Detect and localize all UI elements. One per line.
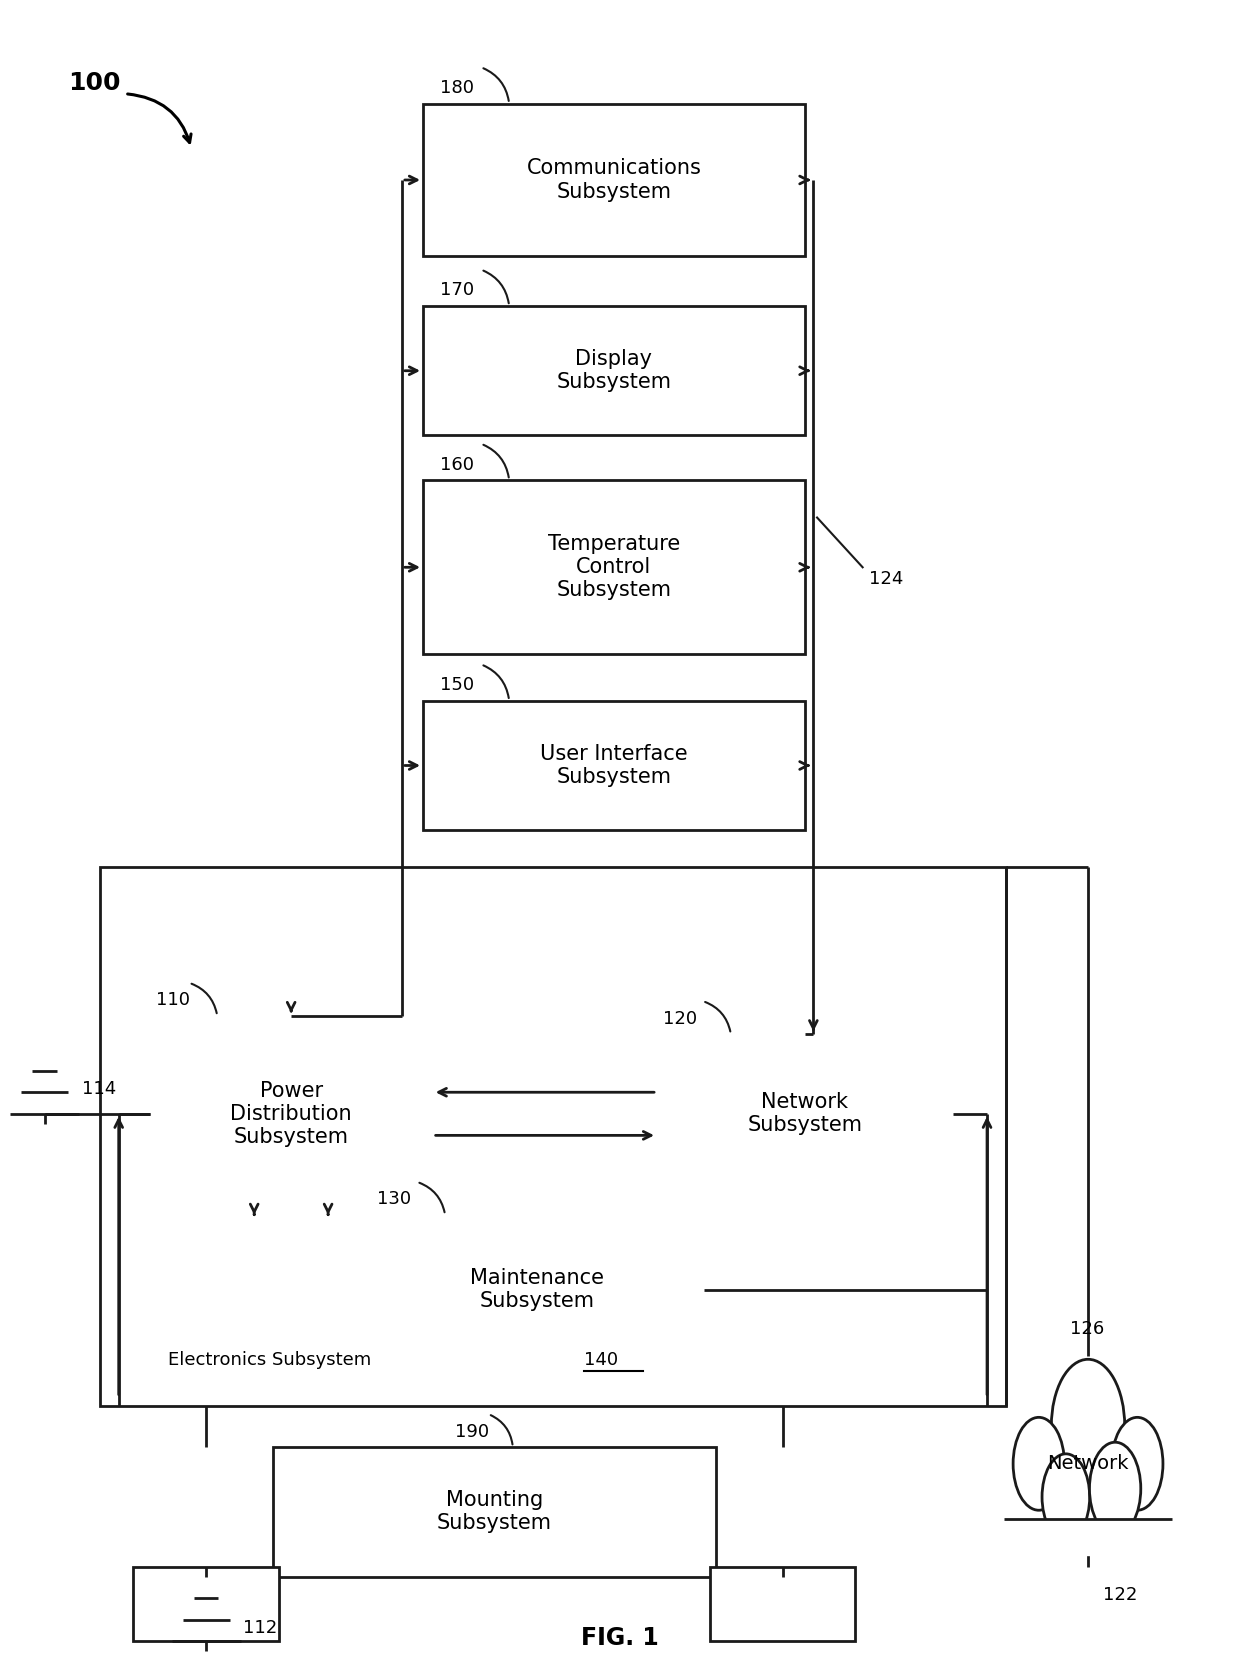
Text: 180: 180 [440, 78, 474, 97]
Ellipse shape [1090, 1442, 1141, 1535]
Text: 124: 124 [869, 570, 903, 588]
Bar [423, 307, 805, 435]
Ellipse shape [1052, 1359, 1125, 1492]
Text: 126: 126 [1070, 1320, 1104, 1339]
Ellipse shape [1042, 1454, 1090, 1540]
Text: Power
Distribution
Subsystem: Power Distribution Subsystem [231, 1080, 352, 1147]
Text: 170: 170 [440, 282, 475, 300]
Text: Maintenance
Subsystem: Maintenance Subsystem [470, 1269, 604, 1312]
Text: Electronics Subsystem: Electronics Subsystem [167, 1352, 371, 1369]
Ellipse shape [1013, 1417, 1064, 1510]
Text: 160: 160 [440, 455, 474, 473]
Text: 112: 112 [243, 1619, 278, 1637]
Bar [423, 480, 805, 655]
Text: 130: 130 [377, 1190, 412, 1209]
Text: Communications
Subsystem: Communications Subsystem [527, 158, 702, 202]
Text: 120: 120 [663, 1010, 697, 1027]
Text: 190: 190 [455, 1422, 489, 1440]
Bar [711, 1567, 856, 1642]
Text: 110: 110 [156, 992, 190, 1009]
Bar [371, 1215, 704, 1364]
Text: Network
Subsystem: Network Subsystem [748, 1092, 862, 1135]
Text: 100: 100 [68, 72, 120, 95]
Bar [423, 103, 805, 257]
Text: FIG. 1: FIG. 1 [582, 1625, 658, 1650]
Text: 140: 140 [584, 1352, 619, 1369]
Text: Network: Network [1048, 1454, 1128, 1474]
Text: 122: 122 [1102, 1585, 1137, 1604]
Text: 114: 114 [82, 1080, 117, 1099]
Bar [134, 1567, 279, 1642]
Bar [657, 1034, 952, 1194]
Bar [150, 1015, 433, 1212]
Text: Display
Subsystem: Display Subsystem [557, 348, 671, 392]
Text: 150: 150 [440, 677, 475, 693]
Bar [423, 700, 805, 830]
Ellipse shape [1111, 1417, 1163, 1510]
Bar [273, 1447, 715, 1577]
Text: Temperature
Control
Subsystem: Temperature Control Subsystem [548, 533, 680, 600]
Bar [100, 867, 1006, 1405]
Text: Mounting
Subsystem: Mounting Subsystem [436, 1490, 552, 1534]
Text: User Interface
Subsystem: User Interface Subsystem [541, 743, 688, 787]
